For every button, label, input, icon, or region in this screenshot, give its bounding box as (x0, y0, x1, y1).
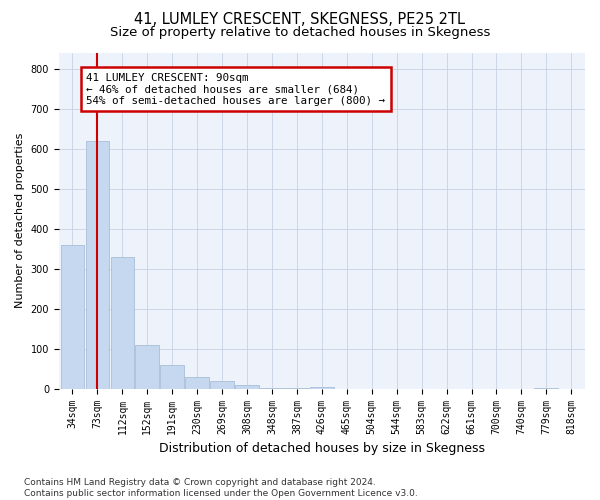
Bar (310, 386, 334, 388)
Bar (210, 380, 234, 388)
Bar (86, 140, 109, 388)
Bar (185, 376, 209, 388)
Bar (160, 364, 184, 388)
Bar (110, 256, 134, 388)
Text: Contains HM Land Registry data © Crown copyright and database right 2024.
Contai: Contains HM Land Registry data © Crown c… (24, 478, 418, 498)
Bar (136, 344, 159, 389)
Text: 41 LUMLEY CRESCENT: 90sqm
← 46% of detached houses are smaller (684)
54% of semi: 41 LUMLEY CRESCENT: 90sqm ← 46% of detac… (86, 72, 385, 106)
Bar (61, 244, 85, 388)
Bar (235, 384, 259, 388)
X-axis label: Distribution of detached houses by size in Skegness: Distribution of detached houses by size … (159, 442, 485, 455)
Y-axis label: Number of detached properties: Number of detached properties (15, 133, 25, 308)
Text: Size of property relative to detached houses in Skegness: Size of property relative to detached ho… (110, 26, 490, 39)
Text: 41, LUMLEY CRESCENT, SKEGNESS, PE25 2TL: 41, LUMLEY CRESCENT, SKEGNESS, PE25 2TL (134, 12, 466, 28)
